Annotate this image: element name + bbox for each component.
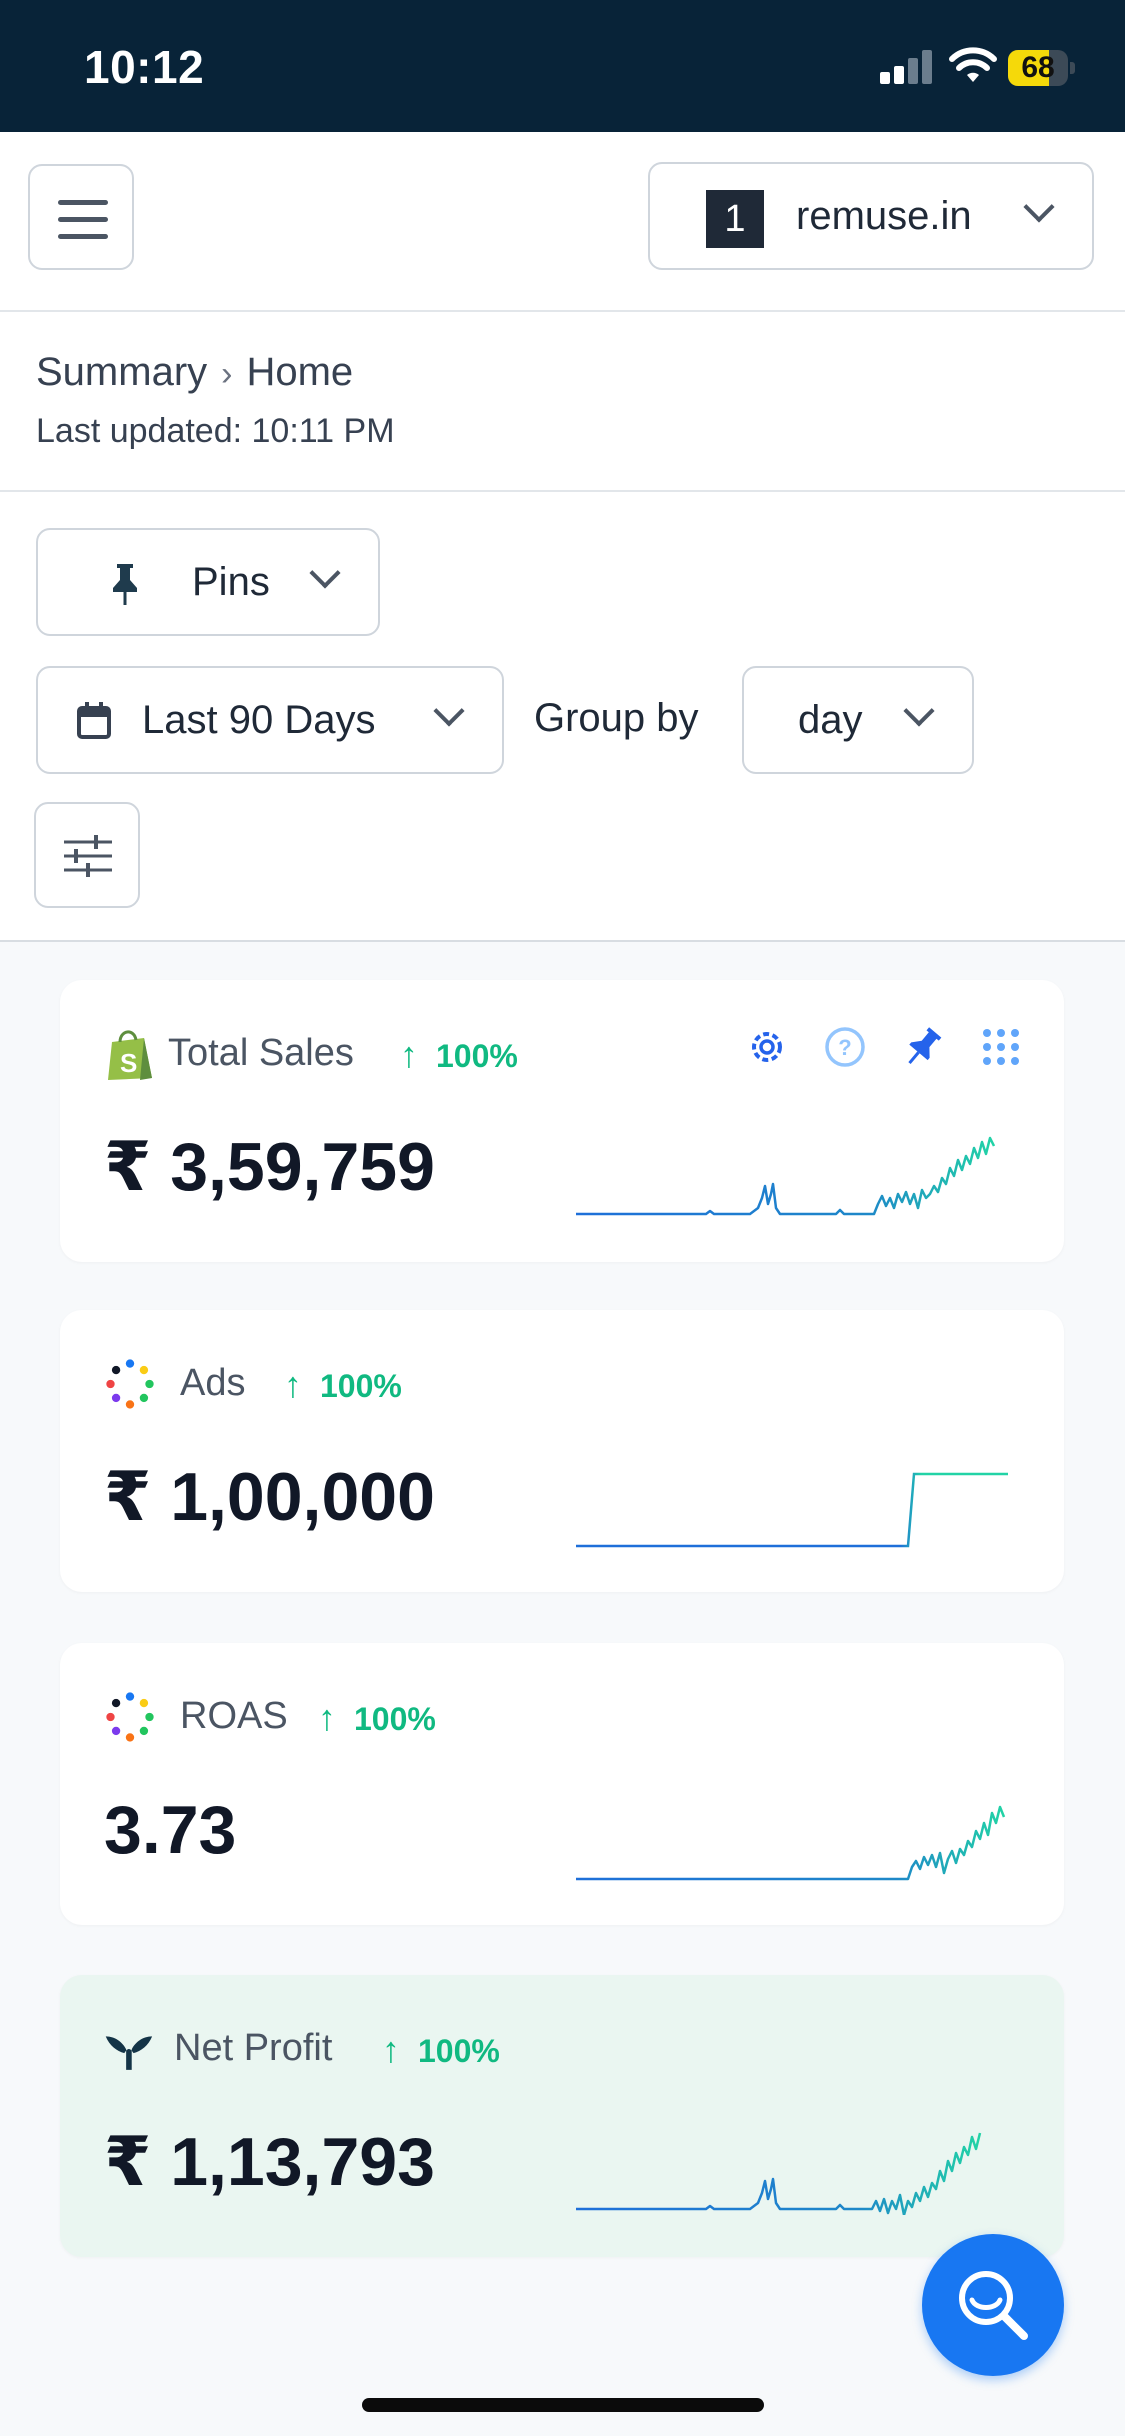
grid-dots-icon[interactable] [978,1024,1024,1070]
sparkline-chart [576,2132,982,2215]
date-range-dropdown[interactable]: Last 90 Days [36,666,504,774]
gear-icon[interactable] [744,1024,790,1070]
metric-delta: ↑ 100% [284,1364,402,1405]
breadcrumb-parent[interactable]: Summary [36,350,208,394]
menu-button[interactable] [28,164,134,270]
shopify-icon: S [108,1030,152,1080]
pins-dropdown[interactable]: Pins [36,528,380,636]
group-by-value: day [798,698,863,742]
battery-icon: 68 [1008,50,1075,86]
pins-label: Pins [192,560,270,604]
signal-icon [880,50,934,84]
arrow-up-icon: ↑ [284,1364,302,1405]
arrow-up-icon: ↑ [382,2029,400,2070]
multi-dot-icon [106,1692,154,1742]
metric-title: Ads [180,1362,246,1404]
metric-card-ads[interactable]: Ads ↑ 100% ₹ 1,00,000 [60,1310,1064,1592]
store-selector[interactable]: 1 remuse.in [648,162,1094,270]
metric-delta: ↑ 100% [400,1034,518,1075]
chevron-down-icon [1023,191,1055,223]
breadcrumb-section: Summary › Home Last updated: 10:11 PM [0,312,1125,492]
arrow-up-icon: ↑ [318,1697,336,1738]
calendar-icon [77,702,111,739]
sparkline-chart [576,1805,1006,1881]
breadcrumb-current: Home [246,350,354,394]
chevron-down-icon [433,695,465,727]
chevron-right-icon: › [221,355,233,393]
search-icon [959,2271,1028,2340]
metric-card-total-sales[interactable]: S Total Sales ↑ 100% ? ₹ 3,59,759 [60,980,1064,1262]
battery-level: 68 [1021,51,1055,84]
top-bar: 1 remuse.in [0,132,1125,312]
metric-title: Total Sales [168,1032,354,1074]
sliders-icon [64,835,112,877]
group-by-dropdown[interactable]: day [742,666,974,774]
metric-card-net-profit[interactable]: Net Profit ↑ 100% ₹ 1,13,793 [60,1975,1064,2257]
triple-whale-icon [105,2036,153,2070]
filters-panel: Pins Last 90 Days Group by day [0,492,1125,942]
date-range-label: Last 90 Days [142,698,376,742]
chevron-down-icon [309,557,341,589]
svg-text:?: ? [838,1035,851,1060]
wifi-icon [949,47,997,82]
home-indicator [362,2398,764,2412]
metric-value: ₹ 1,13,793 [104,2124,435,2200]
metric-delta: ↑ 100% [382,2029,500,2070]
pin-icon [113,564,137,605]
metric-value: ₹ 3,59,759 [104,1129,435,1205]
metric-title: ROAS [180,1695,288,1737]
store-badge: 1 [706,190,764,248]
metric-title: Net Profit [174,2027,333,2069]
sparkline-chart [576,1136,996,1216]
metric-card-roas[interactable]: ROAS ↑ 100% 3.73 [60,1643,1064,1925]
hamburger-icon [58,200,108,205]
chevron-down-icon [903,695,935,727]
sparkline-chart [576,1472,1008,1548]
search-fab-button[interactable] [922,2234,1064,2376]
store-name: remuse.in [796,194,972,238]
arrow-up-icon: ↑ [400,1034,418,1075]
metric-value: ₹ 1,00,000 [104,1459,435,1535]
help-icon[interactable]: ? [822,1024,868,1070]
svg-text:S: S [120,1048,137,1078]
multi-dot-icon [106,1359,154,1409]
group-by-label: Group by [534,696,699,740]
metric-value: 3.73 [104,1792,237,1868]
pin-icon[interactable] [900,1024,946,1070]
last-updated: Last updated: 10:11 PM [36,412,395,450]
metric-delta: ↑ 100% [318,1697,436,1738]
status-bar: 10:12 68 [0,0,1125,132]
filter-settings-button[interactable] [34,802,140,908]
breadcrumb: Summary › Home [36,350,353,395]
status-time: 10:12 [84,41,205,93]
